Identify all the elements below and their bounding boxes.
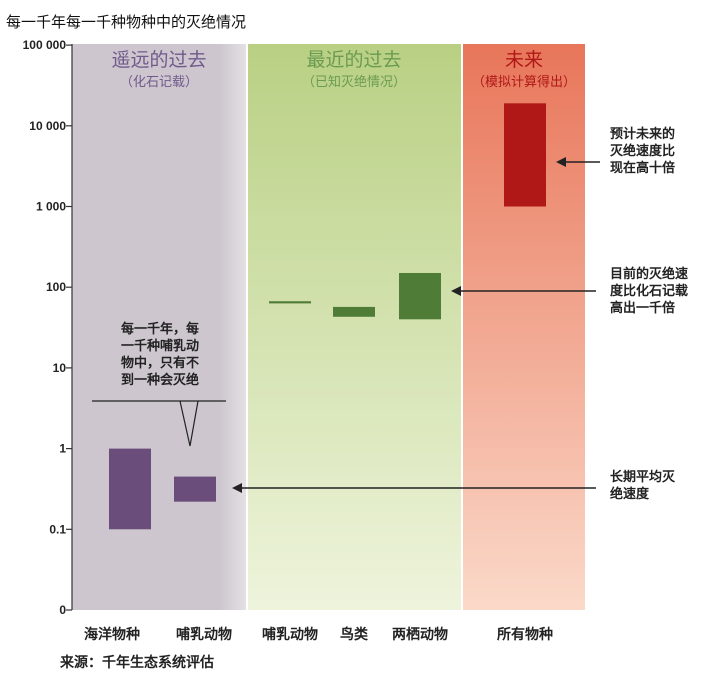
zone-past-background: [72, 44, 246, 610]
y-tick-label: 100: [46, 280, 66, 294]
bar-recent-4: [399, 272, 441, 320]
annotation-line: 度比化石记载: [610, 283, 688, 299]
bar-future-5: [504, 103, 546, 207]
zone-recent-background: [248, 44, 461, 610]
y-axis-ticks: 0 0.1 1 10 100 1 000 10 000 100 000: [23, 38, 72, 617]
annotation-line: 灭绝速度比: [609, 143, 675, 159]
annotation-line: 目前的灭绝速: [610, 266, 688, 282]
annotation-line: 一千种哺乳动: [121, 338, 199, 354]
y-tick-label: 1 000: [36, 200, 66, 214]
arrow-future-head: [556, 157, 566, 167]
arrow-recent-head: [451, 286, 461, 296]
range-bars: [109, 103, 546, 530]
callout-pointer: [179, 400, 199, 447]
y-tick-label: 0: [59, 603, 66, 617]
arrow-longterm-head: [232, 483, 242, 493]
y-tick-label: 0.1: [49, 522, 66, 536]
y-tick-label: 10 000: [29, 119, 66, 133]
bar-past-1: [174, 476, 216, 502]
annotation-line: 绝速度: [610, 486, 650, 502]
bar-recent-3: [333, 306, 375, 317]
annotation-line: 现在高十倍: [610, 160, 675, 176]
category-label: 哺乳动物: [176, 626, 232, 643]
annotation-line: 长期平均灭: [610, 469, 676, 485]
zone-past-title: 遥远的过去: [111, 49, 206, 71]
chart-title: 每一千年每一千种物种中的灭绝情况: [6, 13, 246, 31]
y-tick-label: 1: [59, 442, 66, 456]
annotation-line: 物中，只有不: [121, 355, 199, 371]
source-note: 来源：千年生态系统评估: [59, 654, 214, 671]
category-label: 哺乳动物: [262, 626, 318, 643]
y-tick-label: 10: [53, 361, 67, 375]
annotation-line: 每一千年，每: [121, 321, 199, 337]
zone-future-title: 未来: [505, 49, 543, 71]
callout-bracket: [92, 400, 226, 447]
category-label: 两栖动物: [392, 626, 448, 643]
category-label: 海洋物种: [84, 626, 140, 643]
zone-recent-title: 最近的过去: [306, 49, 401, 71]
zone-future-subtitle: （模拟计算得出）: [472, 74, 576, 90]
category-labels: 海洋物种 哺乳动物 哺乳动物 鸟类 两栖动物 所有物种: [84, 626, 553, 643]
bar-recent-2: [269, 301, 311, 304]
annotation-arrows: [232, 157, 600, 493]
annotation-line: 预计未来的: [610, 126, 675, 142]
y-tick-label: 100 000: [23, 38, 67, 52]
zone-recent-subtitle: （已知灭绝情况）: [302, 74, 406, 90]
category-label: 鸟类: [340, 626, 369, 643]
zone-past-subtitle: （化石记载）: [120, 75, 198, 90]
annotation-line: 高出一千倍: [610, 300, 675, 316]
bar-past-0: [109, 448, 151, 530]
annotation-line: 到一种会灭绝: [121, 372, 199, 388]
category-label: 所有物种: [497, 626, 553, 643]
